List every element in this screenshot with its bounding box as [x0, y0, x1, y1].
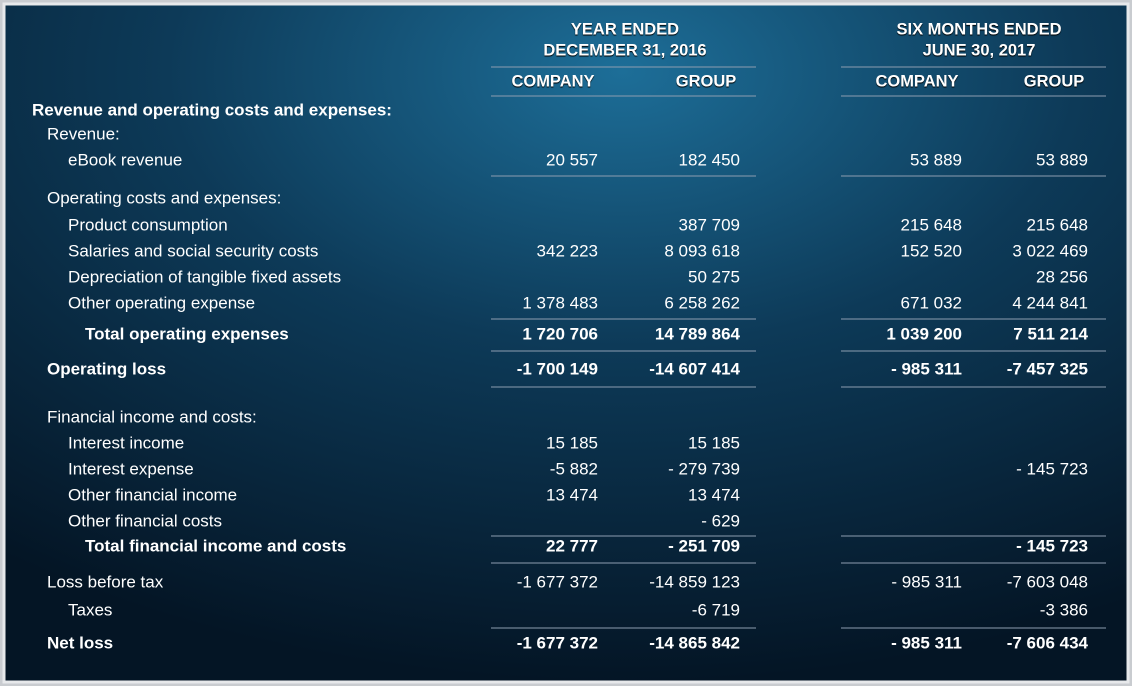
- cell-value: - 985 311: [891, 359, 962, 378]
- row-label: Interest income: [68, 433, 184, 452]
- row-label: Total operating expenses: [85, 324, 289, 343]
- cell-value: 215 648: [1027, 215, 1088, 234]
- row-label: Loss before tax: [47, 572, 164, 591]
- cell-value: 53 889: [910, 150, 962, 169]
- cell-value: 22 777: [546, 536, 598, 555]
- row-label: Salaries and social security costs: [68, 241, 318, 260]
- cell-value: 387 709: [679, 215, 740, 234]
- cell-value: 152 520: [901, 241, 962, 260]
- cell-value: 14 789 864: [655, 324, 741, 343]
- row-label: eBook revenue: [68, 150, 182, 169]
- cell-value: -14 865 842: [649, 633, 740, 652]
- cell-value: 3 022 469: [1012, 241, 1088, 260]
- group-title: JUNE 30, 2017: [923, 41, 1036, 59]
- cell-value: 6 258 262: [664, 293, 740, 312]
- group-title: SIX MONTHS ENDED: [896, 20, 1061, 38]
- cell-value: - 145 723: [1016, 536, 1088, 555]
- cell-value: -7 606 434: [1007, 633, 1089, 652]
- cell-value: 8 093 618: [664, 241, 740, 260]
- cell-value: -1 677 372: [517, 633, 598, 652]
- cell-value: 53 889: [1036, 150, 1088, 169]
- cell-value: -7 457 325: [1007, 359, 1088, 378]
- cell-value: -3 386: [1040, 600, 1088, 619]
- cell-value: - 145 723: [1016, 459, 1088, 478]
- row-label: Operating loss: [47, 359, 166, 378]
- cell-value: 215 648: [901, 215, 962, 234]
- cell-value: 1 378 483: [522, 293, 598, 312]
- cell-value: 15 185: [546, 433, 598, 452]
- cell-value: 7 511 214: [1013, 324, 1088, 343]
- cell-value: - 985 311: [891, 633, 962, 652]
- cell-value: -6 719: [692, 600, 740, 619]
- cell-value: 28 256: [1036, 267, 1088, 286]
- cell-value: - 279 739: [668, 459, 740, 478]
- cell-value: 15 185: [688, 433, 740, 452]
- cell-value: 671 032: [901, 293, 962, 312]
- row-label: Depreciation of tangible fixed assets: [68, 267, 341, 286]
- cell-value: 20 557: [546, 150, 598, 169]
- cell-value: - 985 311: [891, 572, 962, 591]
- cell-value: 1 720 706: [522, 324, 598, 343]
- cell-value: 4 244 841: [1012, 293, 1088, 312]
- row-label: Net loss: [47, 633, 113, 652]
- row-label: Taxes: [68, 600, 112, 619]
- cell-value: -14 859 123: [649, 572, 740, 591]
- row-label: Other operating expense: [68, 293, 255, 312]
- cell-value: 182 450: [679, 150, 740, 169]
- row-label: Revenue and operating costs and expenses…: [32, 100, 392, 119]
- row-label: Total financial income and costs: [85, 536, 346, 555]
- column-header: GROUP: [1024, 72, 1085, 90]
- cell-value: -7 603 048: [1007, 572, 1088, 591]
- cell-value: -5 882: [550, 459, 598, 478]
- cell-value: -14 607 414: [649, 359, 740, 378]
- cell-value: 13 474: [546, 485, 598, 504]
- row-label: Interest expense: [68, 459, 194, 478]
- cell-value: - 629: [701, 511, 740, 530]
- cell-value: - 251 709: [668, 536, 740, 555]
- cell-value: -1 677 372: [517, 572, 598, 591]
- column-header: GROUP: [676, 72, 737, 90]
- column-header: COMPANY: [875, 72, 958, 90]
- cell-value: 1 039 200: [886, 324, 962, 343]
- cell-value: 13 474: [688, 485, 740, 504]
- row-label: Operating costs and expenses:: [47, 188, 281, 207]
- row-label: Other financial costs: [68, 511, 222, 530]
- cell-value: 342 223: [537, 241, 598, 260]
- row-label: Revenue:: [47, 124, 120, 143]
- cell-value: -1 700 149: [517, 359, 598, 378]
- row-label: Product consumption: [68, 215, 228, 234]
- row-label: Financial income and costs:: [47, 407, 257, 426]
- column-header: COMPANY: [511, 72, 594, 90]
- group-title: YEAR ENDED: [571, 20, 679, 38]
- row-label: Other financial income: [68, 485, 237, 504]
- group-title: DECEMBER 31, 2016: [543, 41, 706, 59]
- cell-value: 50 275: [688, 267, 740, 286]
